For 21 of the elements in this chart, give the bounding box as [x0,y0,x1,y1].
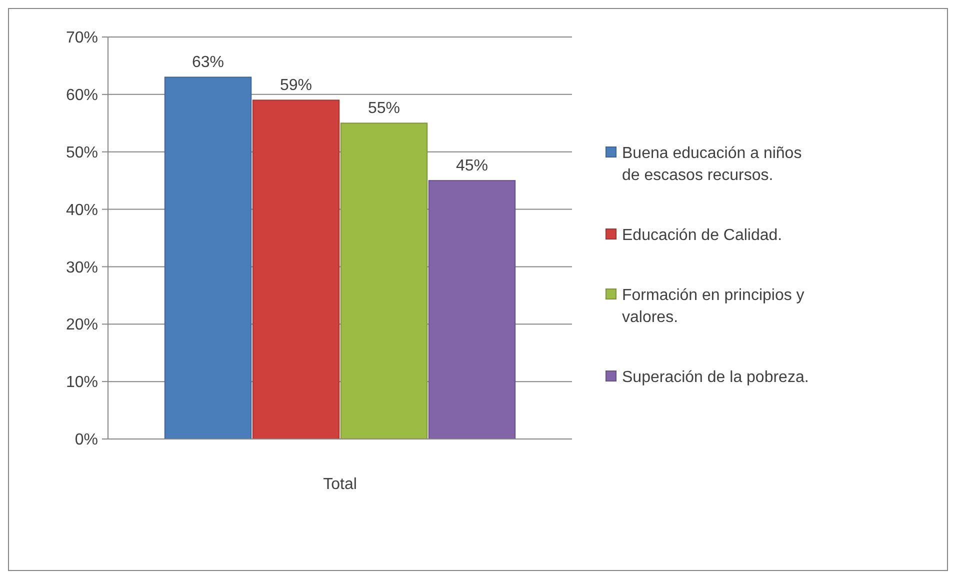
legend-label: Educación de Calidad. [622,227,782,244]
y-tick-label: 10% [66,374,98,392]
legend-label: Superación de la pobreza. [622,369,809,386]
y-tick-label: 20% [66,316,98,334]
data-label: 55% [368,100,400,118]
legend-label: Formación en principios y valores. [622,287,804,326]
data-label: 63% [192,54,224,72]
y-tick-label: 60% [66,87,98,104]
data-label: 45% [456,158,488,175]
y-tick-label: 0% [74,432,98,449]
legend-label: Buena educación a niños de escasos recursos. [622,145,802,184]
bar [164,76,252,440]
x-tick-label: Total [323,476,357,493]
y-tick-label: 70% [66,30,98,47]
y-tick-label: 30% [66,259,98,276]
data-label: 59% [280,77,312,94]
bar [252,100,340,440]
bar [340,122,428,440]
bar [428,180,516,440]
y-tick-label: 50% [66,144,98,162]
y-tick-label: 40% [66,202,98,219]
